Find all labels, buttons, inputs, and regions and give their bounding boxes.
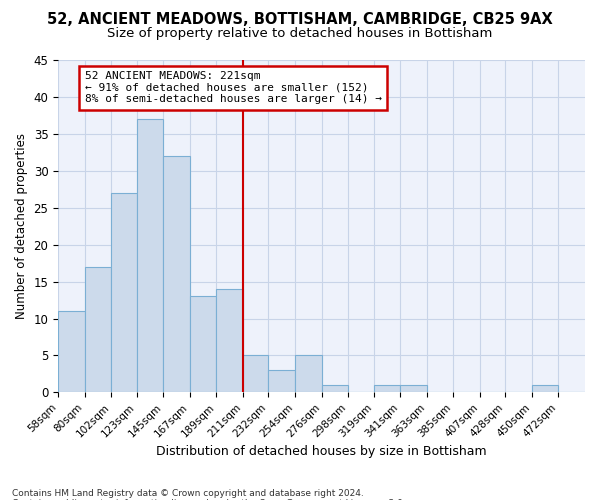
Bar [243, 356, 268, 393]
Text: Size of property relative to detached houses in Bottisham: Size of property relative to detached ho… [107, 28, 493, 40]
Bar [217, 289, 243, 393]
Bar [163, 156, 190, 392]
Text: Contains public sector information licensed under the Open Government Licence v3: Contains public sector information licen… [12, 498, 406, 500]
Text: 52, ANCIENT MEADOWS, BOTTISHAM, CAMBRIDGE, CB25 9AX: 52, ANCIENT MEADOWS, BOTTISHAM, CAMBRIDG… [47, 12, 553, 28]
Bar [295, 356, 322, 393]
Bar [137, 119, 163, 392]
Text: 52 ANCIENT MEADOWS: 221sqm
← 91% of detached houses are smaller (152)
8% of semi: 52 ANCIENT MEADOWS: 221sqm ← 91% of deta… [85, 71, 382, 104]
Bar [374, 385, 400, 392]
Bar [532, 385, 559, 392]
Bar [112, 193, 137, 392]
Bar [58, 311, 85, 392]
X-axis label: Distribution of detached houses by size in Bottisham: Distribution of detached houses by size … [156, 444, 487, 458]
Bar [400, 385, 427, 392]
Bar [322, 385, 348, 392]
Text: Contains HM Land Registry data © Crown copyright and database right 2024.: Contains HM Land Registry data © Crown c… [12, 488, 364, 498]
Y-axis label: Number of detached properties: Number of detached properties [15, 133, 28, 319]
Bar [190, 296, 217, 392]
Bar [268, 370, 295, 392]
Bar [85, 267, 112, 392]
